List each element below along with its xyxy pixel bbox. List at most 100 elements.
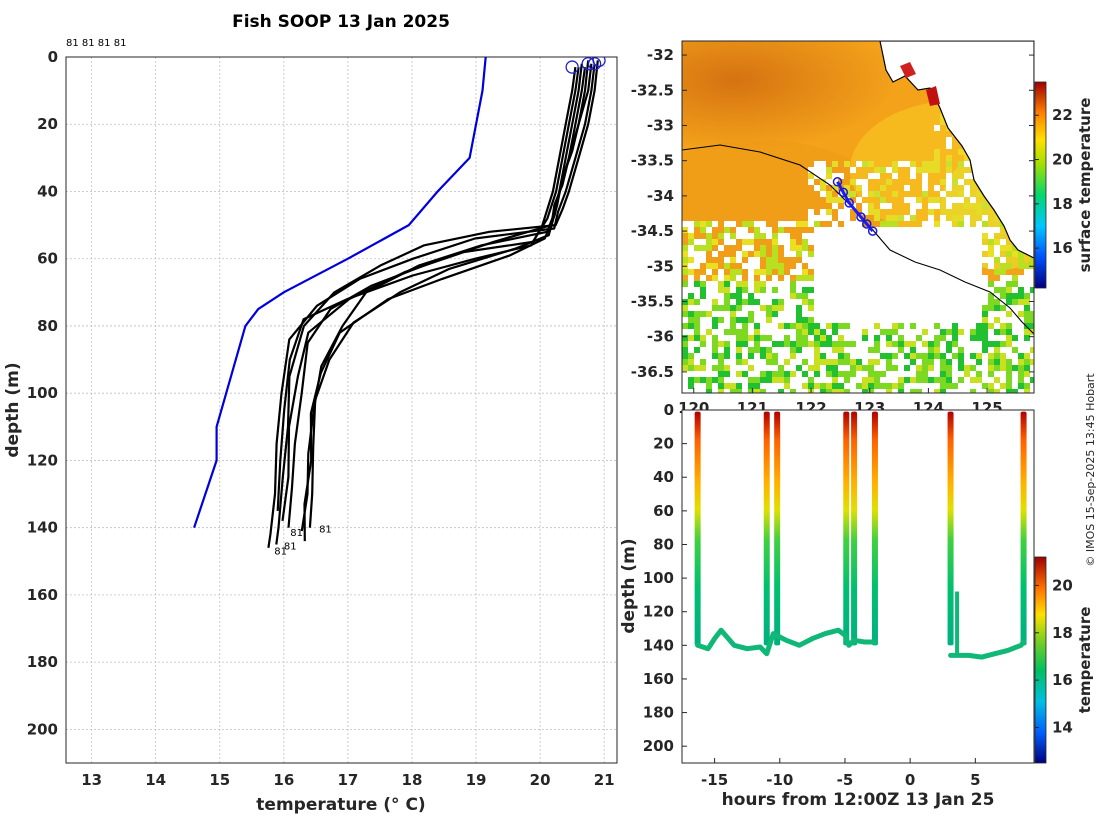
map-cell	[826, 281, 832, 287]
map-cell	[928, 293, 934, 299]
map-cell	[844, 383, 850, 389]
map-cell	[862, 263, 868, 269]
map-cell	[826, 179, 832, 185]
map-cell	[958, 161, 964, 167]
map-cell	[796, 377, 802, 383]
map-cell	[784, 323, 790, 329]
map-cell	[964, 245, 970, 251]
depth-time-ytick: 100	[643, 569, 674, 587]
map-cell	[856, 317, 862, 323]
map-cell	[682, 383, 688, 389]
map-cell	[964, 173, 970, 179]
map-cell	[892, 281, 898, 287]
map-cell	[706, 389, 712, 393]
map-cell	[934, 167, 940, 173]
map-cell	[916, 239, 922, 245]
map-cell	[802, 275, 808, 281]
map-cell	[826, 215, 832, 221]
depth-time-ytick: 60	[653, 502, 674, 520]
map-cell	[850, 275, 856, 281]
map-cell	[982, 389, 988, 393]
map-cell	[796, 389, 802, 393]
map-cell	[724, 299, 730, 305]
map-cell	[970, 383, 976, 389]
map-cell	[886, 221, 892, 227]
map-cell	[838, 329, 844, 335]
map-cell	[916, 365, 922, 371]
map-cell	[748, 329, 754, 335]
map-cell	[742, 221, 748, 227]
map-cell	[856, 335, 862, 341]
map-cell	[844, 389, 850, 393]
map-cell	[826, 293, 832, 299]
map-cell	[892, 263, 898, 269]
map-cell	[910, 215, 916, 221]
map-cell	[712, 359, 718, 365]
map-cell	[688, 377, 694, 383]
map-cell	[958, 245, 964, 251]
map-cell	[928, 317, 934, 323]
map-cell	[982, 335, 988, 341]
map-cell	[880, 203, 886, 209]
map-cell	[736, 293, 742, 299]
map-cell	[976, 305, 982, 311]
map-cell	[910, 341, 916, 347]
map-cell	[850, 239, 856, 245]
map-cell	[1012, 323, 1018, 329]
map-cell	[742, 317, 748, 323]
map-cell	[700, 329, 706, 335]
map-cell	[970, 335, 976, 341]
map-cell	[730, 377, 736, 383]
depth-time-ytick: 180	[643, 704, 674, 722]
map-cell	[796, 317, 802, 323]
map-cell	[688, 341, 694, 347]
map-cell	[730, 359, 736, 365]
map-cell	[838, 359, 844, 365]
map-cell	[1006, 311, 1012, 317]
map-cell	[1012, 377, 1018, 383]
map-cell	[976, 251, 982, 257]
map-cell	[712, 239, 718, 245]
map-cell	[1030, 371, 1034, 377]
map-cell	[1000, 335, 1006, 341]
map-cell	[790, 281, 796, 287]
map-cell	[880, 359, 886, 365]
map-cell	[934, 251, 940, 257]
map-cell	[730, 221, 736, 227]
map-cell	[976, 335, 982, 341]
map-cell	[1012, 329, 1018, 335]
map-cell	[826, 227, 832, 233]
map-cell	[1030, 323, 1034, 329]
map-cell	[760, 317, 766, 323]
map-cell	[814, 275, 820, 281]
map-cell	[820, 323, 826, 329]
map-cell	[868, 347, 874, 353]
map-cell	[910, 281, 916, 287]
map-cell	[802, 389, 808, 393]
map-cell	[778, 347, 784, 353]
map-cell	[1018, 365, 1024, 371]
map-cell	[910, 263, 916, 269]
map-cell	[826, 209, 832, 215]
map-cell	[868, 299, 874, 305]
map-cell	[760, 365, 766, 371]
map-cell	[838, 245, 844, 251]
map-cell	[790, 299, 796, 305]
map-cell	[778, 221, 784, 227]
map-cell	[868, 365, 874, 371]
map-cell	[1006, 341, 1012, 347]
map-cell	[694, 389, 700, 393]
map-cell	[886, 383, 892, 389]
map-cell	[868, 251, 874, 257]
map-cell	[880, 281, 886, 287]
map-cell	[928, 365, 934, 371]
map-cell	[910, 287, 916, 293]
map-cell	[964, 305, 970, 311]
map-cell	[784, 281, 790, 287]
map-cell	[724, 389, 730, 393]
map-cell	[910, 353, 916, 359]
map-cell	[754, 371, 760, 377]
map-cell	[964, 185, 970, 191]
